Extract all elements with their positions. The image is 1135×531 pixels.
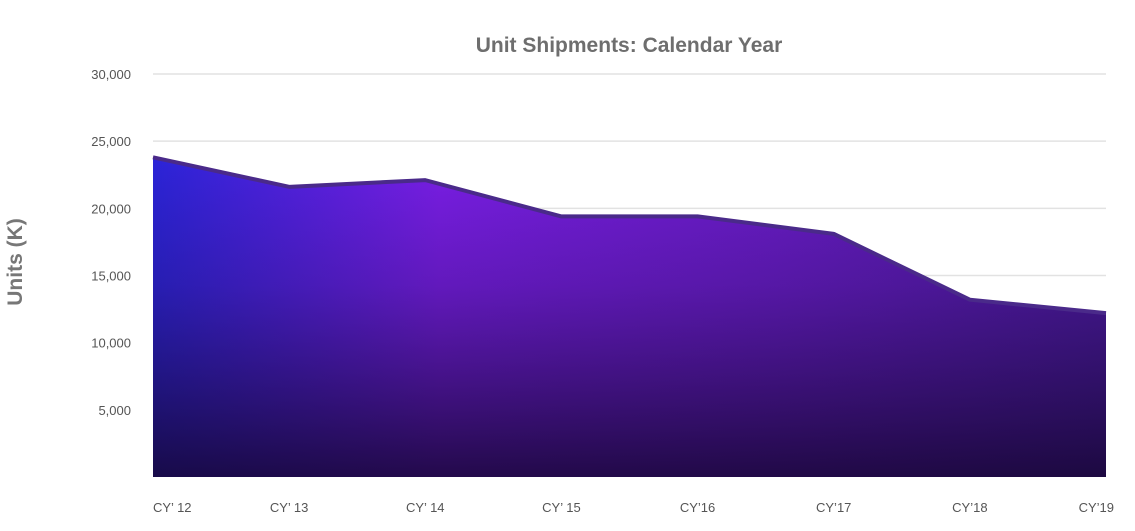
series-area-shade <box>153 157 1106 477</box>
x-tick-label: CY’18 <box>952 500 987 515</box>
chart-title: Unit Shipments: Calendar Year <box>476 34 783 57</box>
x-tick-label: CY’ 15 <box>542 500 581 515</box>
x-tick-label: CY’ 13 <box>270 500 309 515</box>
y-tick-label: 25,000 <box>91 134 131 149</box>
x-tick-label: CY’17 <box>816 500 851 515</box>
y-tick-label: 20,000 <box>91 201 131 216</box>
y-tick-label: 10,000 <box>91 336 131 351</box>
y-tick-label: 5,000 <box>98 403 131 418</box>
y-tick-label: 15,000 <box>91 269 131 284</box>
x-tick-label: CY’16 <box>680 500 715 515</box>
y-axis-label: Units (K) <box>4 218 27 306</box>
x-tick-label: CY’19 <box>1079 500 1114 515</box>
x-tick-label: CY’ 12 <box>153 500 192 515</box>
x-tick-label: CY’ 14 <box>406 500 445 515</box>
y-tick-label: 30,000 <box>91 67 131 82</box>
